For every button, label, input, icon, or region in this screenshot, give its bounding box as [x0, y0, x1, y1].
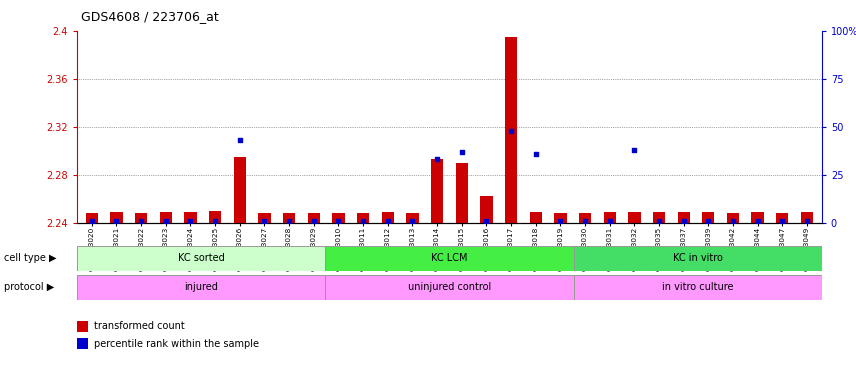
Bar [382, 212, 394, 223]
Bar [653, 212, 665, 223]
Point [258, 218, 271, 224]
Text: injured: injured [184, 282, 218, 292]
Bar [431, 159, 443, 223]
Bar [234, 157, 246, 223]
Point [800, 218, 814, 224]
Point [504, 127, 518, 134]
Bar [628, 212, 640, 223]
Bar [455, 163, 468, 223]
Text: percentile rank within the sample: percentile rank within the sample [94, 339, 259, 349]
Bar [135, 213, 147, 223]
Point [726, 218, 740, 224]
Bar [86, 213, 98, 223]
Point [479, 218, 493, 224]
Bar [677, 212, 690, 223]
Point [381, 218, 395, 224]
Point [578, 218, 591, 224]
Point [701, 218, 715, 224]
Point [356, 218, 370, 224]
Bar [77, 275, 325, 300]
Bar [325, 246, 574, 271]
Text: GDS4608 / 223706_at: GDS4608 / 223706_at [81, 10, 219, 23]
Text: KC sorted: KC sorted [178, 253, 224, 263]
Bar [209, 211, 222, 223]
Bar [184, 212, 197, 223]
Bar [325, 275, 574, 300]
Text: transformed count: transformed count [94, 321, 185, 331]
Bar [554, 213, 567, 223]
Bar [801, 212, 813, 223]
Bar [110, 212, 122, 223]
Point [406, 218, 419, 224]
Point [627, 147, 641, 153]
Point [652, 218, 666, 224]
Bar [530, 212, 542, 223]
Bar [332, 213, 345, 223]
Point [529, 151, 543, 157]
Bar [574, 275, 822, 300]
Bar [727, 213, 739, 223]
Bar [357, 213, 369, 223]
Point [431, 156, 444, 162]
Bar [505, 37, 517, 223]
Point [110, 218, 123, 224]
Point [184, 218, 198, 224]
Point [603, 218, 616, 224]
Point [455, 149, 468, 155]
Point [554, 218, 568, 224]
Point [751, 218, 764, 224]
Bar [407, 213, 419, 223]
Point [208, 218, 222, 224]
Bar [307, 213, 320, 223]
Point [85, 218, 98, 224]
Bar [603, 212, 615, 223]
Bar [480, 196, 492, 223]
Bar [77, 246, 325, 271]
Text: KC in vitro: KC in vitro [673, 253, 722, 263]
Bar [160, 212, 172, 223]
Text: uninjured control: uninjured control [407, 282, 491, 292]
Point [677, 218, 691, 224]
Point [307, 218, 321, 224]
Bar [574, 246, 822, 271]
Bar [702, 212, 715, 223]
Text: in vitro culture: in vitro culture [662, 282, 734, 292]
Bar [579, 213, 591, 223]
Text: cell type ▶: cell type ▶ [4, 253, 56, 263]
Text: protocol ▶: protocol ▶ [4, 282, 55, 292]
Point [331, 218, 345, 224]
Point [233, 137, 247, 143]
Bar [776, 213, 788, 223]
Bar [283, 213, 295, 223]
Text: KC LCM: KC LCM [431, 253, 467, 263]
Point [134, 218, 148, 224]
Point [282, 218, 296, 224]
Point [776, 218, 789, 224]
Point [159, 218, 173, 224]
Bar [752, 212, 764, 223]
Bar [259, 213, 270, 223]
